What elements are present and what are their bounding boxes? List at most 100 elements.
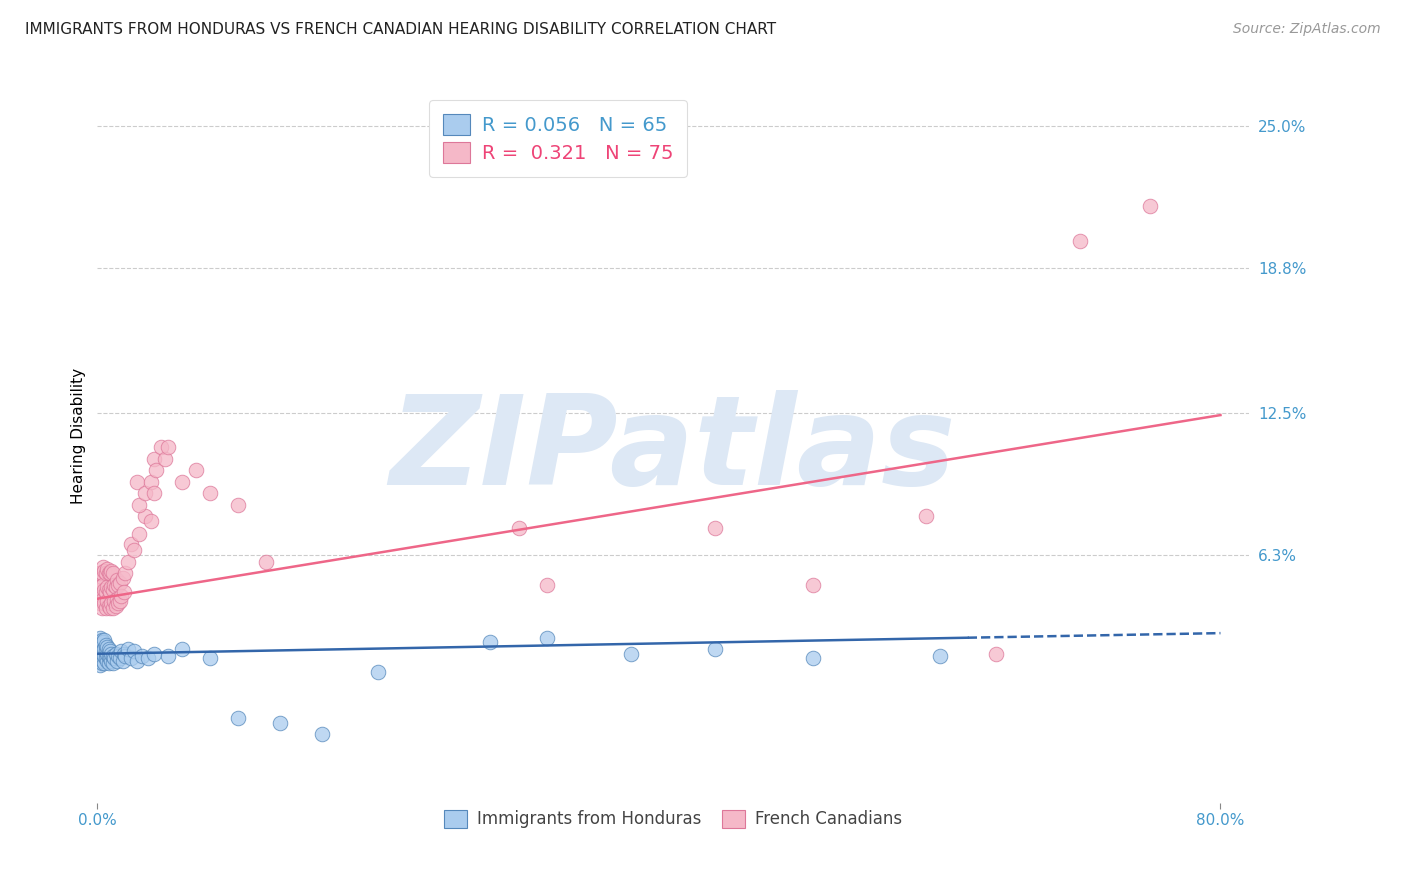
Text: IMMIGRANTS FROM HONDURAS VS FRENCH CANADIAN HEARING DISABILITY CORRELATION CHART: IMMIGRANTS FROM HONDURAS VS FRENCH CANAD…: [25, 22, 776, 37]
Point: [101, 649, 124, 664]
Point: [89, 566, 111, 581]
Point: [89, 658, 111, 673]
Point: [110, 590, 132, 604]
Point: [111, 571, 134, 585]
Point: [114, 566, 136, 581]
Point: [704, 642, 727, 657]
Point: [100, 654, 122, 668]
Point: [120, 536, 142, 550]
Point: [91, 635, 114, 649]
Point: [89, 596, 111, 610]
Legend: Immigrants from Honduras, French Canadians: Immigrants from Honduras, French Canadia…: [437, 803, 908, 835]
Y-axis label: Hearing Disability: Hearing Disability: [72, 368, 86, 504]
Point: [93, 642, 115, 657]
Point: [100, 564, 122, 578]
Point: [536, 631, 558, 645]
Point: [105, 574, 128, 588]
Point: [90, 649, 112, 664]
Point: [96, 647, 118, 661]
Point: [93, 564, 115, 578]
Point: [112, 584, 135, 599]
Point: [120, 651, 142, 665]
Point: [122, 543, 145, 558]
Point: [1069, 234, 1091, 248]
Point: [801, 578, 824, 592]
Point: [101, 582, 124, 597]
Point: [117, 555, 139, 569]
Point: [801, 651, 824, 665]
Point: [142, 647, 165, 661]
Point: [97, 582, 120, 597]
Point: [198, 486, 221, 500]
Point: [620, 647, 643, 661]
Point: [128, 527, 150, 541]
Point: [131, 649, 153, 664]
Point: [198, 651, 221, 665]
Point: [108, 575, 131, 590]
Point: [122, 644, 145, 658]
Point: [112, 647, 135, 661]
Point: [91, 642, 114, 657]
Point: [93, 582, 115, 597]
Point: [128, 498, 150, 512]
Point: [134, 486, 156, 500]
Point: [134, 509, 156, 524]
Point: [114, 649, 136, 664]
Point: [98, 600, 121, 615]
Point: [94, 644, 117, 658]
Point: [108, 594, 131, 608]
Point: [94, 600, 117, 615]
Point: [91, 559, 114, 574]
Point: [103, 594, 125, 608]
Point: [170, 475, 193, 489]
Point: [508, 520, 530, 534]
Point: [928, 649, 950, 664]
Point: [1139, 199, 1161, 213]
Point: [139, 475, 162, 489]
Point: [139, 514, 162, 528]
Point: [94, 651, 117, 665]
Point: [108, 651, 131, 665]
Point: [94, 638, 117, 652]
Point: [101, 566, 124, 581]
Point: [111, 654, 134, 668]
Point: [94, 566, 117, 581]
Point: [153, 451, 176, 466]
Point: [89, 649, 111, 664]
Point: [87, 651, 110, 665]
Point: [89, 635, 111, 649]
Point: [91, 647, 114, 661]
Point: [90, 632, 112, 647]
Point: [142, 451, 165, 466]
Point: [97, 642, 120, 657]
Point: [96, 594, 118, 608]
Point: [93, 632, 115, 647]
Point: [98, 584, 121, 599]
Point: [87, 578, 110, 592]
Point: [104, 599, 127, 613]
Point: [103, 578, 125, 592]
Point: [156, 649, 179, 664]
Point: [90, 638, 112, 652]
Point: [914, 509, 936, 524]
Point: [87, 638, 110, 652]
Point: [100, 647, 122, 661]
Point: [226, 711, 249, 725]
Point: [97, 599, 120, 613]
Point: [311, 727, 333, 741]
Point: [142, 486, 165, 500]
Point: [96, 580, 118, 594]
Point: [105, 591, 128, 606]
Text: ZIPatlas: ZIPatlas: [389, 390, 956, 511]
Point: [125, 475, 148, 489]
Point: [170, 642, 193, 657]
Point: [90, 566, 112, 581]
Point: [479, 635, 502, 649]
Point: [90, 600, 112, 615]
Point: [96, 640, 118, 654]
Point: [93, 656, 115, 670]
Point: [107, 649, 129, 664]
Point: [98, 566, 121, 581]
Point: [96, 562, 118, 576]
Point: [117, 642, 139, 657]
